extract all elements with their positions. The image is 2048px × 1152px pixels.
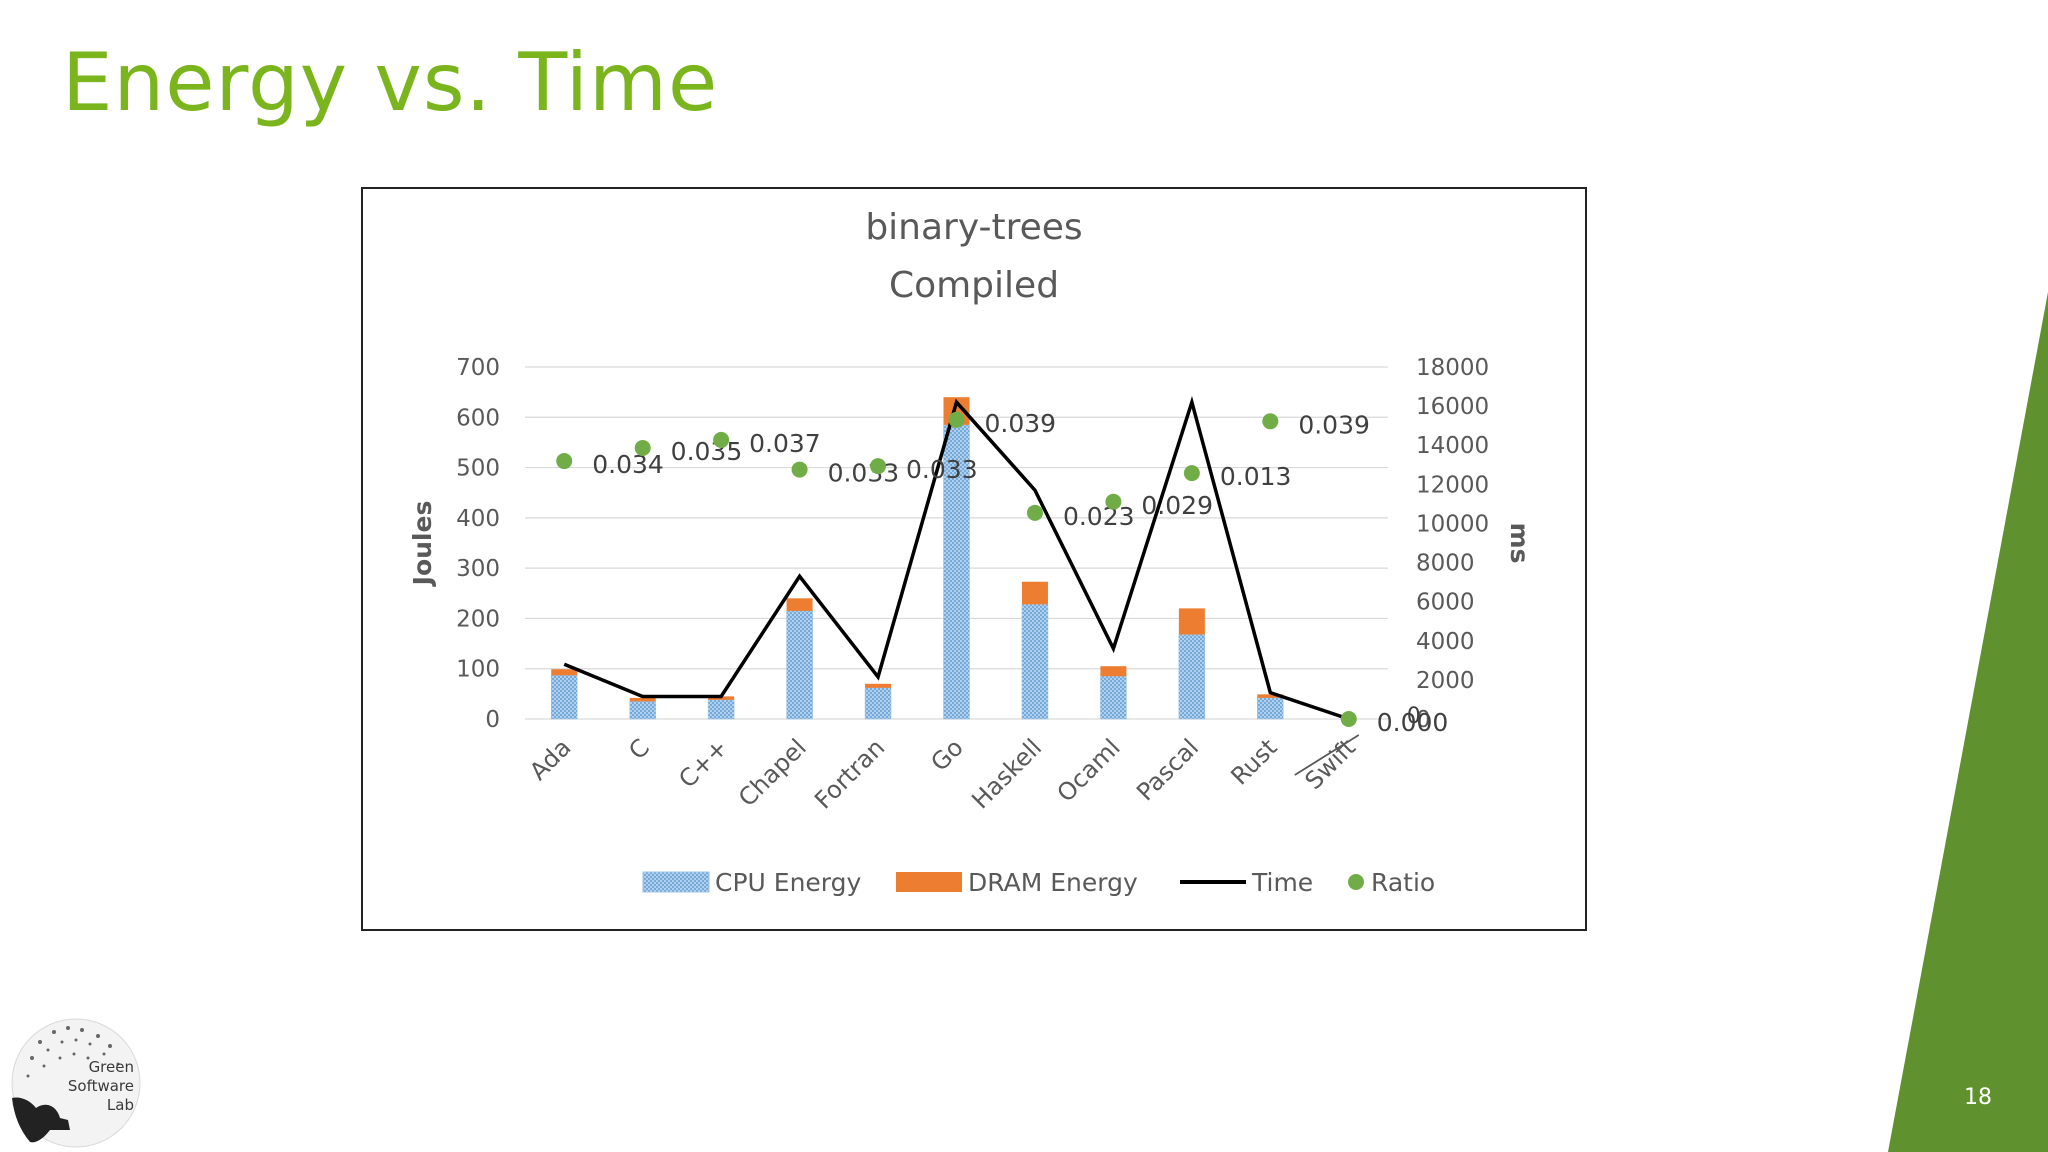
ratio-point [556, 453, 573, 470]
y2-tick-label: 2000 [1416, 668, 1475, 694]
y-tick-label: 200 [456, 606, 500, 632]
cpu-energy-bar [1021, 604, 1049, 720]
y2-tick-label: 16000 [1416, 394, 1489, 420]
x-tick-label: Fortran [809, 733, 890, 814]
ratio-point [1183, 465, 1200, 482]
dram-energy-bar [865, 683, 892, 688]
y-axis-title: Joules [408, 501, 437, 588]
strikethrough-mark [1294, 734, 1360, 776]
legend-swatch-cpu [642, 871, 710, 893]
chart-frame: binary-trees Compiled 0 100 200 300 400 500 600 7… [361, 187, 1587, 931]
dram-energy-bar [629, 697, 656, 702]
ratio-label: 0.033 [828, 459, 900, 488]
dram-energy-bar [1100, 666, 1127, 677]
x-tick-label: Pascal [1131, 733, 1204, 806]
y-tick-label: 400 [456, 506, 500, 532]
legend-label-time: Time [1251, 868, 1313, 897]
y-tick-label: 300 [456, 556, 500, 582]
cpu-energy-bar [864, 687, 892, 720]
y-tick-label: 0 [485, 707, 500, 733]
y2-tick-label: 12000 [1416, 472, 1489, 498]
legend-label-dram: DRAM Energy [968, 868, 1138, 897]
legend-label-ratio: Ratio [1371, 868, 1435, 897]
time-line [563, 395, 1350, 721]
logo-text-line-3: Lab [106, 1096, 134, 1114]
ratio-label: 0.033 [906, 455, 978, 484]
dram-energy-bar [786, 598, 813, 611]
y-tick-label: 600 [456, 405, 500, 431]
ratio-point [634, 439, 651, 456]
green-software-lab-logo [11, 1018, 141, 1148]
cpu-energy-bar [1100, 676, 1127, 720]
ratio-point [713, 431, 730, 448]
chart-title: binary-trees [865, 207, 1082, 248]
ratio-label: 0.000 [1377, 708, 1449, 737]
cpu-energy-bar [707, 699, 735, 720]
x-tick-label: Swift [1300, 733, 1361, 794]
x-tick-label: C++ [673, 733, 733, 793]
y2-tick-label: 10000 [1416, 511, 1489, 537]
ratio-point [791, 461, 808, 478]
y-tick-label: 100 [456, 657, 500, 683]
y-tick-label: 700 [456, 355, 500, 381]
ratio-label: 0.037 [749, 429, 821, 458]
logo-text-line-2: Software [67, 1077, 134, 1095]
ratio-label: 0.023 [1063, 502, 1135, 531]
y2-axis-title: ms [1505, 523, 1534, 564]
cpu-energy-bar [550, 675, 578, 720]
y-tick-label: 500 [456, 456, 500, 482]
slide-title: Energy vs. Time [62, 36, 719, 129]
legend-swatch-ratio [1348, 874, 1364, 890]
x-tick-label: Chapel [733, 733, 812, 812]
x-tick-label: Rust [1225, 733, 1282, 790]
cpu-energy-bar [1178, 634, 1206, 720]
logo-text-line-1: Green [88, 1058, 134, 1076]
ratio-point [1262, 413, 1279, 430]
x-tick-label: C [623, 733, 655, 765]
page-number: 18 [1964, 1085, 1992, 1110]
dram-energy-bar [1178, 608, 1205, 635]
chart-subtitle: Compiled [889, 265, 1059, 306]
x-tick-label: Go [925, 733, 968, 776]
x-tick-label: Ada [524, 733, 576, 785]
y2-tick-label: 8000 [1416, 551, 1475, 577]
cpu-energy-bar [1257, 697, 1284, 720]
ratio-extra-label: 0 [1407, 704, 1421, 729]
ratio-label: 0.035 [671, 437, 743, 466]
y2-tick-label: 4000 [1416, 629, 1475, 655]
y2-tick-label: 0 [1416, 707, 1431, 733]
ratio-point [1340, 711, 1357, 727]
logo-text: Green Software Lab [58, 1058, 134, 1115]
ratio-label: 0.039 [1298, 410, 1370, 439]
ratio-label: 0.039 [985, 409, 1057, 438]
ratio-point [1105, 493, 1122, 510]
y2-tick-label: 14000 [1416, 433, 1489, 459]
dram-energy-bar [551, 669, 578, 676]
x-tick-label: Ocaml [1052, 733, 1126, 807]
binary-trees-chart: binary-trees Compiled 0 100 200 300 400 500 600 7… [408, 207, 1534, 897]
x-tick-label: Haskell [966, 733, 1047, 814]
dram-energy-bar [1257, 694, 1284, 698]
ratio-label: 0.034 [592, 450, 664, 479]
ratio-point [870, 458, 887, 475]
legend-swatch-dram [896, 872, 962, 892]
decorative-green-sidebar [1888, 292, 2048, 1152]
ratio-label: 0.013 [1220, 462, 1292, 491]
ratio-label: 0.029 [1141, 491, 1213, 520]
ratio-point [948, 411, 965, 428]
cpu-energy-bar [629, 701, 656, 720]
cpu-energy-bar [786, 610, 813, 720]
legend-label-cpu: CPU Energy [715, 868, 862, 897]
y2-tick-label: 18000 [1416, 355, 1489, 381]
ratio-point [1026, 504, 1043, 521]
dram-energy-bar [1021, 581, 1048, 605]
y2-tick-label: 6000 [1416, 590, 1475, 616]
